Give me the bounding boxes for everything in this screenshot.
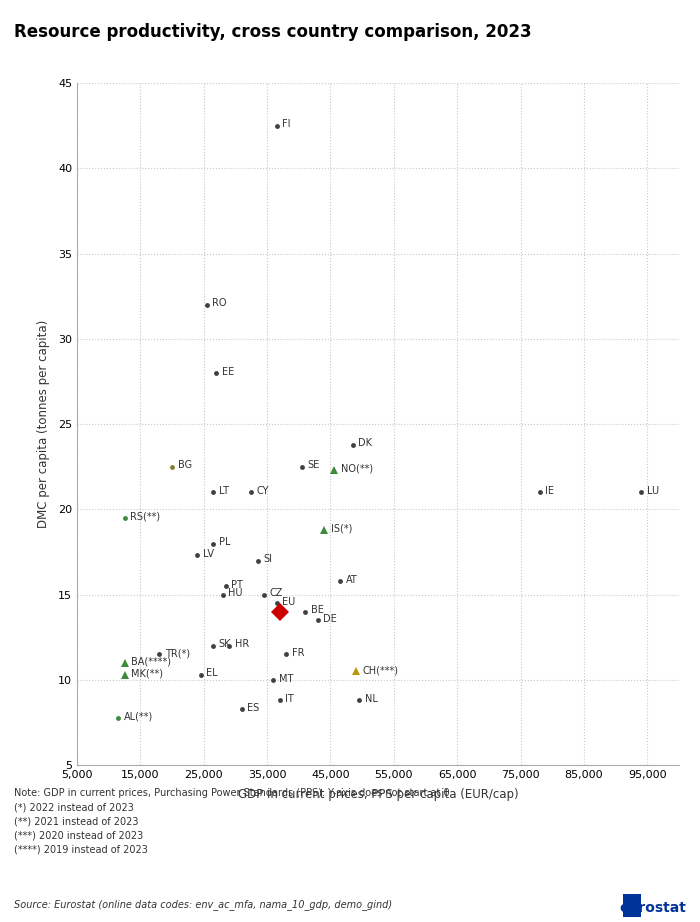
- Text: NL: NL: [365, 694, 377, 704]
- Text: IS(*): IS(*): [331, 524, 353, 534]
- Text: BA(****): BA(****): [132, 656, 172, 667]
- Text: Resource productivity, cross country comparison, 2023: Resource productivity, cross country com…: [14, 23, 531, 41]
- Text: EU: EU: [282, 597, 295, 607]
- Text: LV: LV: [203, 550, 214, 559]
- Text: NO(**): NO(**): [341, 464, 372, 474]
- Text: CZ: CZ: [270, 588, 283, 598]
- Text: ES: ES: [247, 703, 260, 713]
- Text: TR(*): TR(*): [165, 648, 190, 658]
- Text: DE: DE: [323, 614, 337, 624]
- Text: LT: LT: [219, 486, 229, 496]
- Text: EL: EL: [206, 668, 218, 679]
- Text: BE: BE: [311, 606, 323, 615]
- Text: SK: SK: [219, 640, 231, 649]
- Y-axis label: DMC per capita (tonnes per capita): DMC per capita (tonnes per capita): [36, 320, 50, 528]
- Text: SI: SI: [263, 554, 272, 564]
- Text: EE: EE: [222, 367, 235, 376]
- Text: HR: HR: [234, 640, 249, 649]
- Text: LU: LU: [647, 486, 659, 496]
- Text: RO: RO: [213, 299, 227, 308]
- Text: RS(**): RS(**): [130, 512, 160, 522]
- Text: IT: IT: [286, 694, 294, 704]
- Text: MK(**): MK(**): [132, 668, 164, 679]
- Text: Source: Eurostat (online data codes: env_ac_mfa, nama_10_gdp, demo_gind): Source: Eurostat (online data codes: env…: [14, 899, 392, 910]
- Text: MT: MT: [279, 674, 293, 683]
- Text: BG: BG: [178, 460, 192, 470]
- Text: PT: PT: [232, 580, 244, 590]
- Text: DK: DK: [358, 438, 372, 448]
- Text: FI: FI: [282, 119, 290, 129]
- Text: SE: SE: [307, 460, 320, 470]
- Text: Note: GDP in current prices, Purchasing Power Standards (PPS). Y-axis does not s: Note: GDP in current prices, Purchasing …: [14, 788, 449, 855]
- Text: HU: HU: [228, 588, 243, 598]
- Text: CH(***): CH(***): [363, 665, 399, 675]
- Text: PL: PL: [219, 538, 230, 547]
- Text: IE: IE: [545, 486, 554, 496]
- Text: eurostat: eurostat: [619, 901, 686, 915]
- Text: CY: CY: [257, 486, 270, 496]
- Text: AT: AT: [346, 574, 357, 585]
- Text: AL(**): AL(**): [124, 711, 153, 721]
- Text: FR: FR: [292, 648, 304, 658]
- X-axis label: GDP in current prices, PPS per capita (EUR/cap): GDP in current prices, PPS per capita (E…: [238, 788, 518, 801]
